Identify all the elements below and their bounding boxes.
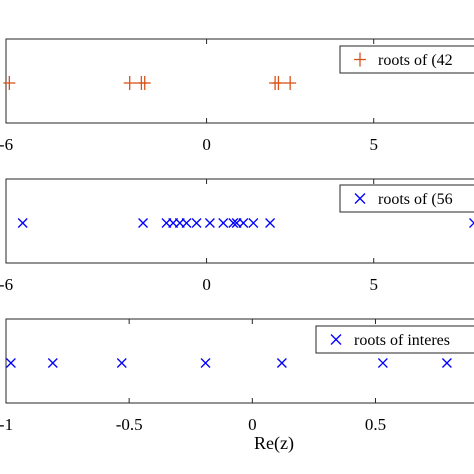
legend-marker: [354, 52, 366, 67]
data-point: [218, 218, 229, 228]
x-tick-label: 5: [369, 275, 378, 294]
legend: roots of (42: [339, 45, 474, 74]
subplot-3: -1 -0.5 0 0.5 roots of interes Re(z): [0, 318, 474, 454]
legend: roots of interes: [315, 325, 474, 354]
data-point: [181, 218, 192, 228]
legend-label: roots of (56: [378, 191, 453, 208]
legend-marker: [354, 193, 366, 204]
x-tick-label: 0: [248, 415, 257, 434]
data-point: [3, 76, 16, 90]
x-tick-label: 0.5: [365, 415, 386, 434]
data-point: [191, 218, 202, 228]
subplot-2: -6 0 5 roots of (56: [0, 178, 474, 294]
legend-label: roots of (42: [378, 52, 453, 69]
x-tick-label: -0.5: [116, 415, 143, 434]
data-point: [138, 218, 149, 228]
x-tick-label: -1: [0, 415, 13, 434]
legend: roots of (56: [339, 184, 474, 213]
x-tick-label: -6: [0, 135, 13, 154]
data-point: [116, 358, 127, 368]
data-point: [47, 358, 58, 368]
data-point: [276, 358, 287, 368]
data-point: [5, 358, 16, 368]
axes-frame: [5, 318, 474, 404]
x-tick-label: 0: [202, 275, 211, 294]
data-point: [284, 76, 297, 90]
data-point: [138, 76, 151, 90]
axes-frame: [5, 178, 474, 264]
data-point: [469, 218, 474, 228]
data-point: [238, 218, 249, 228]
data-point: [200, 358, 211, 368]
legend-label: roots of interes: [354, 332, 450, 349]
data-point: [204, 218, 215, 228]
data-point: [441, 358, 452, 368]
data-point: [248, 218, 259, 228]
data-point: [377, 358, 388, 368]
data-point: [123, 76, 136, 90]
x-tick-label: -6: [0, 275, 13, 294]
data-point: [17, 218, 28, 228]
data-point: [265, 218, 276, 228]
legend-marker: [330, 334, 342, 345]
x-tick-label: 5: [369, 135, 378, 154]
x-tick-label: 0: [202, 135, 211, 154]
x-axis-label: Re(z): [254, 433, 294, 454]
data-point: [272, 76, 285, 90]
data-point: [228, 218, 239, 228]
subplot-1: -6 0 5 roots of (42: [0, 38, 474, 154]
axes-frame: [5, 38, 474, 124]
